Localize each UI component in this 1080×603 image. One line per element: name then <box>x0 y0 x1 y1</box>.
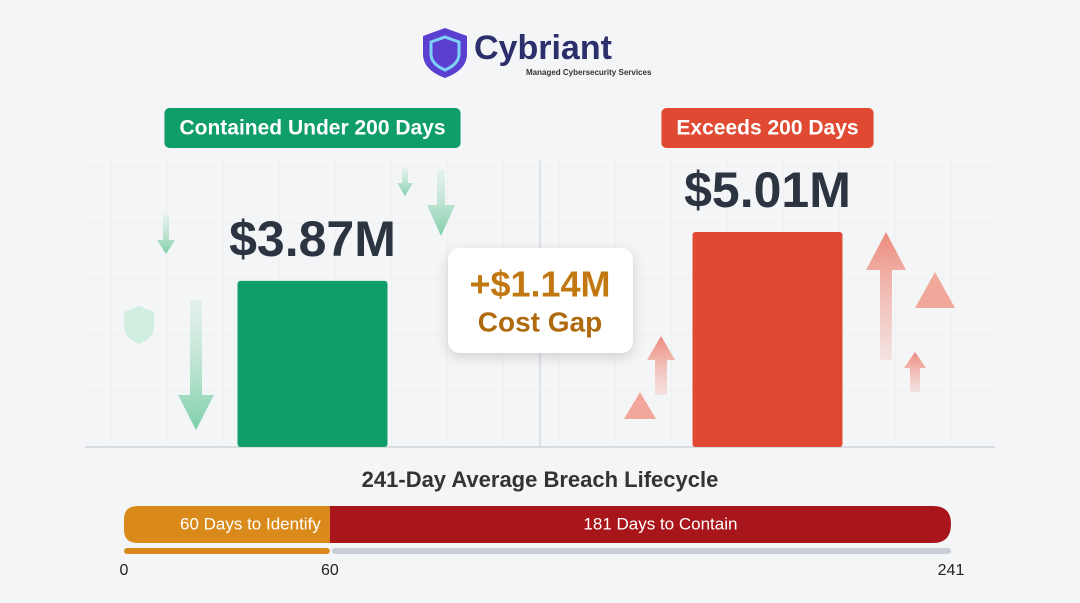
category-label: Contained Under 200 Days <box>179 117 445 140</box>
segment-label: 60 Days to Identify <box>180 514 321 533</box>
category-badge <box>661 108 874 148</box>
value-label: $5.01M <box>684 162 851 218</box>
brand: Cybriant <box>474 29 612 67</box>
cost-gap-value: +$1.14M <box>469 264 610 305</box>
progress-track <box>331 548 952 554</box>
value-label: $3.87M <box>229 211 396 267</box>
segment-label: 181 Days to Contain <box>583 514 737 533</box>
category-badge <box>164 108 461 148</box>
x-tick-label: 60 <box>321 562 339 579</box>
tagline: Managed Cybersecurity Services <box>526 68 652 77</box>
bar <box>237 280 388 447</box>
progress-track <box>124 548 330 554</box>
decor-arrows <box>124 168 955 430</box>
logo: Cybriant Managed Cybersecurity Services <box>423 28 652 78</box>
category-label: Exceeds 200 Days <box>676 117 858 140</box>
cost-gap-caption: Cost Gap <box>478 306 602 337</box>
lifecycle-title: 241-Day Average Breach Lifecycle <box>362 467 719 492</box>
x-tick-label: 0 <box>120 562 129 579</box>
segment <box>124 506 330 543</box>
bar <box>692 232 843 447</box>
cost-gap: +$1.14M Cost Gap <box>448 248 633 353</box>
callout-box <box>448 248 633 353</box>
x-tick-label: 241 <box>938 562 965 579</box>
segment <box>329 506 952 543</box>
